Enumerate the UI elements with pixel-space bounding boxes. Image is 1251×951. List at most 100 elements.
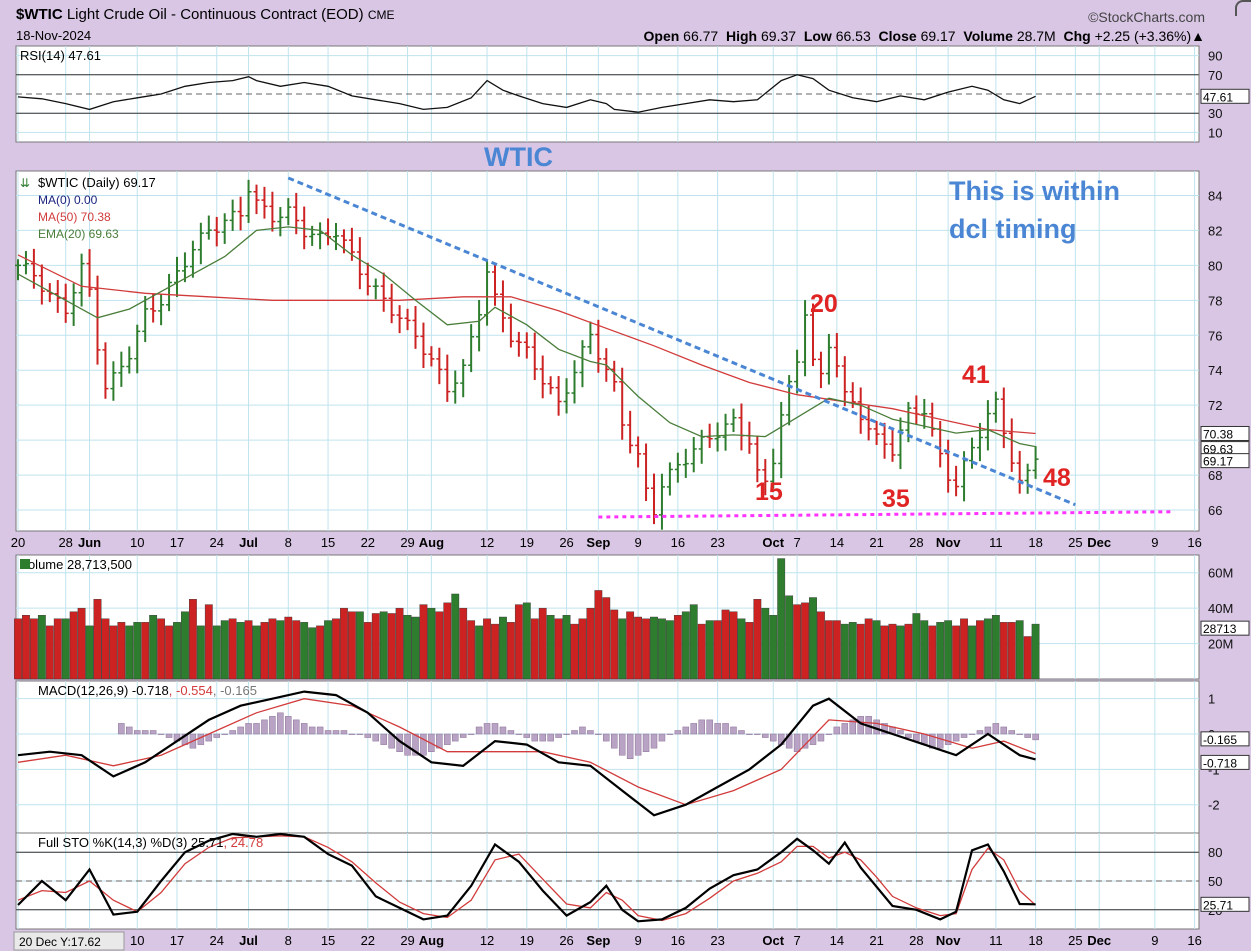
cycle-count-20: 20: [810, 290, 838, 318]
volume-bar: [212, 625, 221, 680]
ma50-line: [17, 254, 1036, 435]
macd-hist-bar: [642, 733, 650, 752]
volume-bar: [713, 620, 722, 680]
last-value-volume: 28713: [1200, 620, 1250, 636]
down-trendline: [287, 176, 1076, 507]
macd-hist-bar: [523, 733, 531, 738]
volume-bar: [188, 599, 197, 680]
x-tick-label: 9: [1151, 535, 1158, 550]
macd-legend-part: MACD(12,26,9) -0.718: [38, 683, 169, 698]
up-arrow-icon: ▲: [1191, 28, 1205, 44]
macd-hist-bar: [372, 733, 379, 742]
macd-hist-bar: [380, 733, 387, 745]
volume-bar: [1015, 620, 1024, 680]
macd-hist-bar: [825, 733, 833, 735]
chart-annotation-title: WTIC: [484, 142, 553, 172]
macd-hist-bar: [1008, 730, 1015, 735]
sto-d-line: [17, 835, 1037, 922]
macd-legend-text: MACD(12,26,9) -0.718, -0.554, -0.165: [38, 683, 257, 698]
volume-bar: [467, 620, 476, 680]
x-tick-label: Dec: [1087, 535, 1111, 550]
x-tick-label: Oct: [762, 933, 784, 948]
open-label: Open: [643, 28, 680, 44]
volume-bar: [284, 616, 293, 680]
macd-hist-bar: [579, 726, 586, 735]
volume-bar: [173, 622, 181, 680]
volume-bar: [93, 599, 102, 680]
macd-hist-bar: [897, 730, 904, 735]
y-tick-label: 40M: [1208, 601, 1233, 616]
chart-date: 18-Nov-2024: [16, 28, 92, 43]
macd-hist-bar: [770, 733, 777, 742]
macd-hist-bar: [459, 733, 467, 738]
high-label: High: [726, 28, 758, 44]
macd-hist-bar: [674, 730, 682, 735]
volume-bar: [475, 625, 483, 680]
macd-hist-bar: [499, 726, 507, 735]
volume-bar: [371, 613, 380, 680]
volume-bar: [984, 618, 992, 680]
volume-bar: [22, 615, 30, 680]
x-tick-label: 21: [869, 535, 883, 550]
volume-bar: [586, 607, 595, 680]
macd-hist-bar: [1016, 733, 1023, 735]
volume-bar: [697, 623, 706, 680]
volume-bar: [944, 620, 953, 680]
volume-bar: [912, 613, 921, 680]
close-label: Close: [878, 28, 917, 44]
x-tick-label: Jul: [239, 535, 258, 550]
macd-hist-bar: [849, 719, 856, 735]
volume-bar: [562, 615, 571, 680]
last-value-box: [1200, 88, 1250, 104]
x-tick-label: 25: [1068, 535, 1082, 550]
macd-hist-bar: [483, 723, 491, 735]
volume-bar: [602, 597, 611, 680]
volume-bar: [387, 613, 396, 680]
macd-line: [17, 690, 1036, 817]
corner-handle-icon: [1235, 0, 1251, 16]
macd-hist-bar: [165, 733, 173, 738]
x-tick-label: 24: [210, 933, 224, 948]
last-value-sto: 25.71: [1200, 896, 1250, 912]
volume-bar: [538, 607, 547, 680]
volume-bar: [896, 625, 905, 680]
macd-hist-bar: [944, 733, 952, 745]
y-tick-label: -2: [1208, 798, 1220, 813]
volume-bar: [928, 625, 937, 680]
y-tick-label: 80: [1208, 845, 1222, 860]
legend-ma0: MA(0) 0.00: [38, 193, 98, 207]
volume-bar: [244, 620, 253, 680]
volume-bar: [379, 611, 388, 680]
volume-bar: [554, 618, 563, 680]
volume-bar: [570, 623, 579, 680]
volume-bar: [610, 609, 619, 680]
macd-hist-bar: [706, 719, 713, 735]
macd-hist-bar: [563, 733, 570, 735]
volume-bar: [45, 625, 54, 680]
volume-bar: [999, 622, 1008, 680]
y-tick-label: 60M: [1208, 566, 1233, 581]
y-tick-label: 76: [1208, 328, 1222, 343]
macd-hist-bar: [293, 719, 300, 735]
macd-hist-bar: [237, 726, 244, 735]
volume-bar: [252, 625, 261, 680]
volume-bar: [204, 604, 213, 680]
volume-bar: [642, 618, 650, 680]
volume-bar: [355, 611, 364, 680]
macd-hist-bar: [141, 730, 149, 735]
volume-bar: [395, 607, 404, 680]
volume-bar: [276, 620, 285, 680]
macd-hist-bar: [730, 726, 737, 735]
y-tick-label: 66: [1208, 503, 1222, 518]
volume-bar: [618, 618, 627, 680]
x-tick-label: 28: [909, 933, 923, 948]
macd-hist-bar: [253, 723, 260, 735]
macd-hist-bar: [531, 733, 538, 742]
volume-bar: [348, 611, 356, 680]
volume-bar: [832, 620, 841, 680]
volume-bar: [483, 618, 491, 680]
instrument-name: Light Crude Oil - Continuous Contract (E…: [66, 6, 364, 23]
x-tick-label: Sep: [586, 933, 610, 948]
volume-bar: [101, 618, 110, 680]
last-value-text: 25.71: [1203, 898, 1233, 912]
